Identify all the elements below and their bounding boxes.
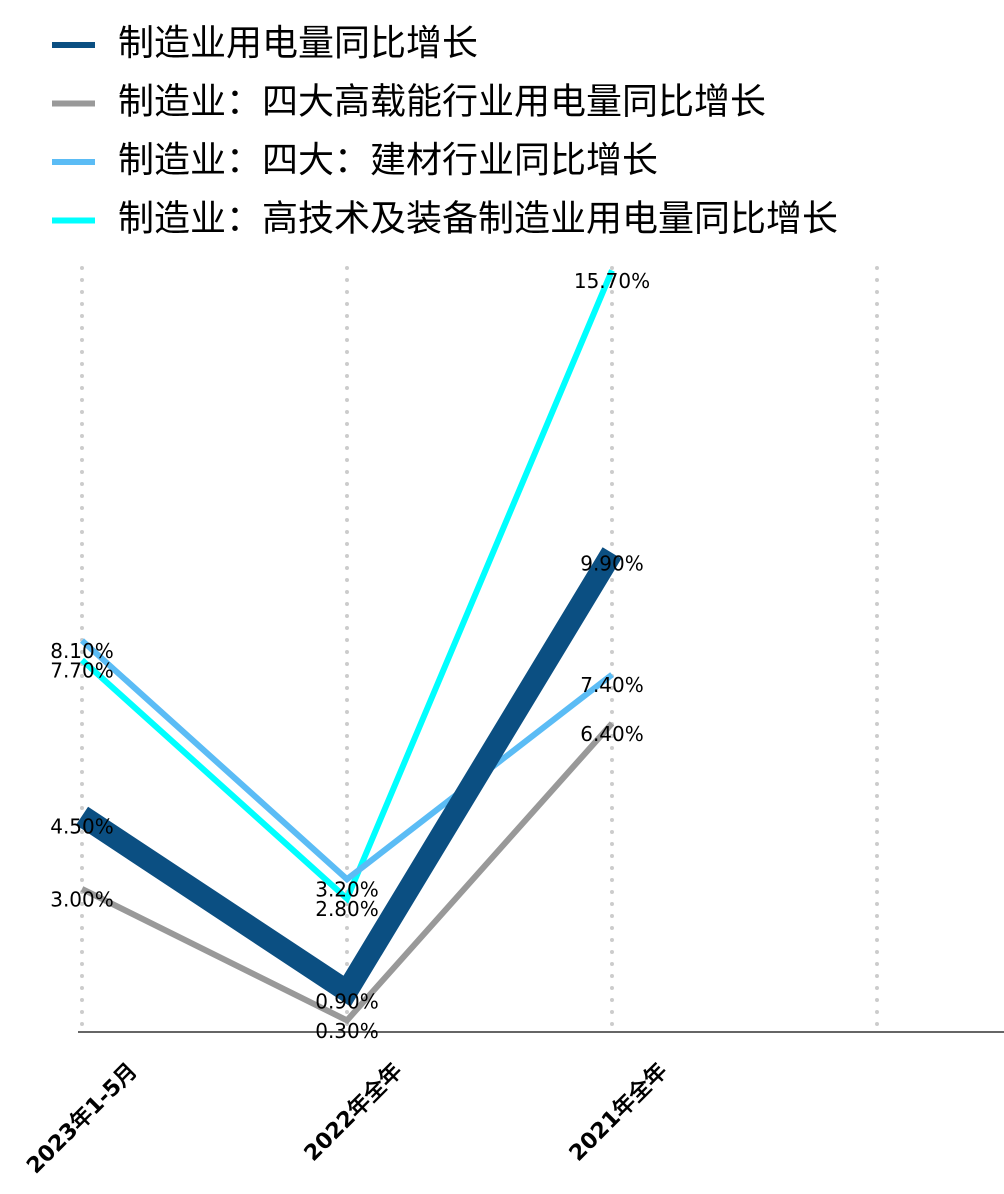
x-tick-label: 2022年全年 (299, 1058, 407, 1166)
series-line (79, 638, 614, 884)
series-line (75, 547, 622, 1007)
data-label: 0.30% (315, 1019, 379, 1043)
series-line (79, 269, 615, 904)
data-label: 7.40% (580, 673, 644, 697)
data-label: 7.70% (50, 659, 114, 683)
data-label: 9.90% (580, 551, 644, 575)
data-label: 4.50% (50, 814, 114, 838)
x-tick-label: 2023年1-5月 (22, 1058, 143, 1179)
data-label: 2.80% (315, 897, 379, 921)
legend-label: 制造业：四大高载能行业用电量同比增长 (118, 82, 766, 123)
legend-label: 制造业用电量同比增长 (118, 23, 478, 64)
x-tick-label: 2021年全年 (564, 1058, 672, 1166)
data-label: 3.20% (315, 878, 379, 902)
data-label: 15.70% (574, 269, 650, 293)
data-label: 6.40% (580, 722, 644, 746)
legend-label: 制造业：四大：建材行业同比增长 (118, 140, 658, 181)
legend-label: 制造业：高技术及装备制造业用电量同比增长 (118, 199, 838, 240)
series-line (80, 721, 615, 1025)
data-label: 3.00% (50, 887, 114, 911)
data-label: 0.90% (315, 990, 379, 1014)
data-label: 8.10% (50, 639, 114, 663)
